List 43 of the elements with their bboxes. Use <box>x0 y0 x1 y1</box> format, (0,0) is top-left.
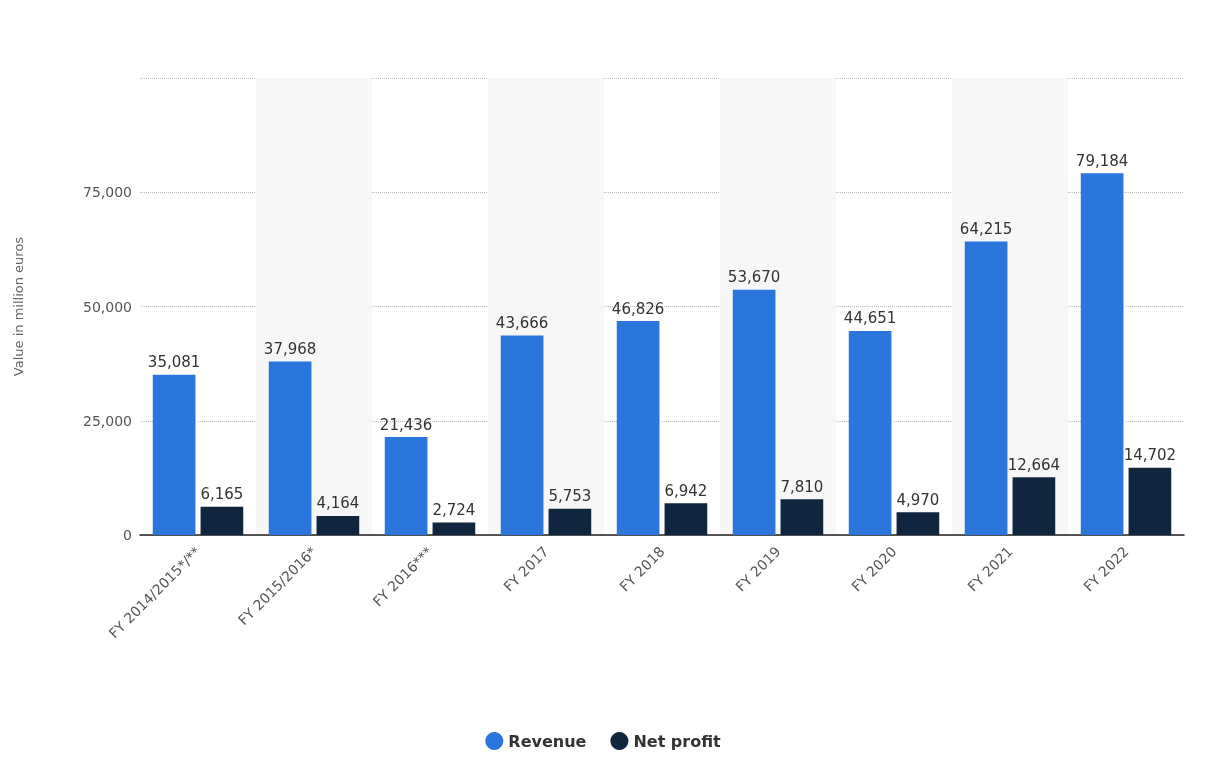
bar <box>384 437 428 535</box>
bar <box>1080 173 1124 535</box>
data-label: 37,968 <box>263 339 317 358</box>
bar <box>664 503 708 535</box>
legend-label: Revenue <box>508 731 587 751</box>
data-label: 5,753 <box>548 487 592 506</box>
bar <box>432 522 476 535</box>
bar <box>964 241 1008 535</box>
data-label: 53,670 <box>727 268 781 287</box>
y-tick-label: 50,000 <box>83 298 132 315</box>
bar <box>848 330 892 535</box>
bar <box>268 361 312 535</box>
bar <box>200 506 244 535</box>
bar <box>896 512 940 535</box>
bar <box>1128 467 1172 535</box>
bar <box>500 335 544 535</box>
data-label: 6,942 <box>664 481 708 500</box>
data-label: 21,436 <box>379 415 433 434</box>
data-label: 4,970 <box>896 490 940 509</box>
data-label: 14,702 <box>1123 446 1177 465</box>
data-label: 4,164 <box>316 494 360 513</box>
y-tick-label: 0 <box>123 527 132 543</box>
bar <box>316 515 360 535</box>
data-label: 35,081 <box>147 353 201 372</box>
data-label: 46,826 <box>611 299 665 318</box>
bar <box>1012 477 1056 535</box>
bar <box>732 289 776 535</box>
y-axis-title: Value in million euros <box>11 236 26 377</box>
bar <box>548 508 592 535</box>
data-label: 43,666 <box>495 313 549 332</box>
data-label: 79,184 <box>1075 151 1129 170</box>
bar <box>616 321 660 535</box>
bar <box>780 499 824 535</box>
y-tick-label: 25,000 <box>83 412 132 429</box>
bar <box>152 374 196 535</box>
y-tick-label: 75,000 <box>83 184 132 201</box>
data-label: 12,664 <box>1007 455 1061 474</box>
data-label: 44,651 <box>843 309 897 328</box>
legend-label: Net profit <box>633 731 722 751</box>
data-label: 7,810 <box>780 477 824 496</box>
data-label: 2,724 <box>432 501 476 520</box>
data-label: 64,215 <box>959 220 1013 239</box>
data-label: 6,165 <box>200 485 244 504</box>
